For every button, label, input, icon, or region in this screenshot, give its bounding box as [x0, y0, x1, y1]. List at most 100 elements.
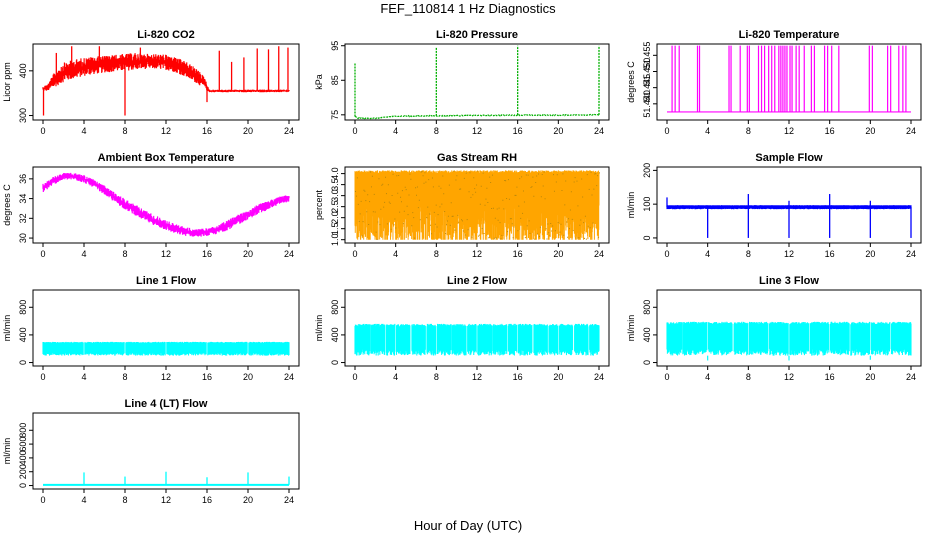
chart-panel-5: Gas Stream RH 0 4 8 12 16 20 24 1.01.52.02.53.03…	[314, 152, 610, 259]
chart-title: Line 1 Flow	[136, 275, 196, 287]
y-tick-label: 2.5	[330, 200, 340, 213]
x-tick-label: 8	[434, 372, 439, 382]
x-tick-label: 4	[81, 495, 86, 505]
x-tick-label: 12	[784, 249, 794, 259]
chart-panel-9: Line 3 Flow 0 4 8 12 16 20 24 0 400 800 ml/min	[626, 275, 922, 382]
x-tick-label: 4	[81, 372, 86, 382]
data-layer	[42, 341, 290, 356]
data-points-dark	[355, 170, 600, 240]
y-tick-label: 0	[642, 235, 652, 240]
y-tick-label: 3.5	[330, 178, 340, 191]
data-layer	[354, 323, 600, 356]
y-axis-label: Licor ppm	[2, 62, 12, 102]
x-tick-label: 0	[664, 249, 669, 259]
x-tick-label: 12	[784, 372, 794, 382]
data-band	[666, 321, 912, 356]
x-tick-label: 12	[472, 249, 482, 259]
y-tick-label: 400	[330, 327, 340, 342]
chart-title: Gas Stream RH	[437, 152, 517, 164]
y-tick-label: 800	[642, 300, 652, 315]
x-tick-label: 4	[393, 249, 398, 259]
x-tick-label: 16	[513, 249, 523, 259]
x-tick-label: 0	[664, 372, 669, 382]
data-layer	[666, 321, 912, 361]
y-axis-label: ml/min	[626, 315, 636, 342]
y-tick-label: 4.0	[330, 167, 340, 180]
data-layer	[667, 45, 911, 113]
x-tick-label: 24	[284, 249, 294, 259]
y-tick-label: 2.0	[330, 211, 340, 224]
y-axis-label: ml/min	[2, 438, 12, 465]
data-band	[42, 172, 290, 237]
y-tick-label: 400	[642, 327, 652, 342]
x-tick-label: 0	[352, 372, 357, 382]
y-tick-label: 51.450	[642, 58, 652, 86]
chart-panel-2: Li-820 Pressure 0 4 8 12 16 20 24 75 85 95 kPa	[314, 29, 610, 136]
x-tick-label: 4	[81, 249, 86, 259]
data-band	[42, 53, 290, 93]
y-tick-label: 800	[18, 300, 28, 315]
x-tick-label: 0	[40, 495, 45, 505]
y-tick-label: 32	[18, 213, 28, 223]
x-tick-label: 0	[40, 249, 45, 259]
x-tick-label: 16	[513, 126, 523, 136]
x-tick-label: 20	[243, 372, 253, 382]
data-band	[42, 341, 290, 356]
x-tick-label: 0	[664, 126, 669, 136]
x-tick-label: 0	[352, 249, 357, 259]
x-tick-label: 8	[434, 126, 439, 136]
x-tick-label: 12	[472, 372, 482, 382]
x-tick-label: 4	[393, 126, 398, 136]
x-tick-label: 8	[746, 249, 751, 259]
y-tick-label: 100	[642, 197, 652, 212]
x-tick-label: 20	[243, 126, 253, 136]
y-tick-label: 51.440	[642, 90, 652, 118]
y-tick-label: 0	[18, 483, 28, 488]
y-tick-label: 34	[18, 194, 28, 204]
x-tick-label: 8	[122, 126, 127, 136]
x-tick-label: 12	[161, 495, 171, 505]
x-tick-label: 24	[284, 495, 294, 505]
x-tick-label: 16	[825, 372, 835, 382]
y-tick-label: 0	[642, 360, 652, 365]
x-tick-label: 20	[865, 249, 875, 259]
x-tick-label: 0	[40, 372, 45, 382]
y-axis-label: percent	[314, 189, 324, 220]
y-tick-label: 400	[18, 327, 28, 342]
x-tick-label: 4	[705, 372, 710, 382]
x-tick-label: 24	[906, 126, 916, 136]
x-tick-label: 20	[865, 372, 875, 382]
x-tick-label: 16	[825, 249, 835, 259]
chart-title: Li-820 Pressure	[436, 29, 518, 41]
y-tick-label: 30	[18, 233, 28, 243]
y-tick-label: 75	[330, 110, 340, 120]
y-tick-label: 600	[18, 437, 28, 452]
x-tick-label: 16	[202, 126, 212, 136]
chart-panel-8: Line 2 Flow 0 4 8 12 16 20 24 0 400 800 ml/min	[314, 275, 610, 382]
y-tick-label: 400	[18, 450, 28, 465]
y-axis-label: kPa	[314, 74, 324, 90]
y-tick-label: 95	[330, 41, 340, 51]
y-tick-label: 0	[18, 360, 28, 365]
x-tick-label: 24	[906, 249, 916, 259]
x-tick-label: 8	[746, 372, 751, 382]
chart-panel-6: Sample Flow 0 4 8 12 16 20 24 0 100 200 ml/min	[626, 152, 922, 259]
x-tick-label: 12	[161, 372, 171, 382]
y-axis-label: degrees C	[626, 61, 636, 103]
y-tick-label: 85	[330, 75, 340, 85]
plot-frame	[656, 43, 922, 121]
x-tick-label: 20	[865, 126, 875, 136]
chart-title: Line 3 Flow	[759, 275, 819, 287]
x-tick-label: 20	[553, 372, 563, 382]
chart-title: Li-820 Temperature	[739, 29, 840, 41]
data-layer	[42, 172, 290, 237]
y-tick-label: 400	[18, 63, 28, 78]
x-tick-label: 16	[202, 249, 212, 259]
x-tick-label: 12	[472, 126, 482, 136]
x-tick-label: 24	[594, 372, 604, 382]
data-steps	[671, 45, 907, 112]
x-tick-label: 4	[393, 372, 398, 382]
x-tick-label: 16	[202, 372, 212, 382]
